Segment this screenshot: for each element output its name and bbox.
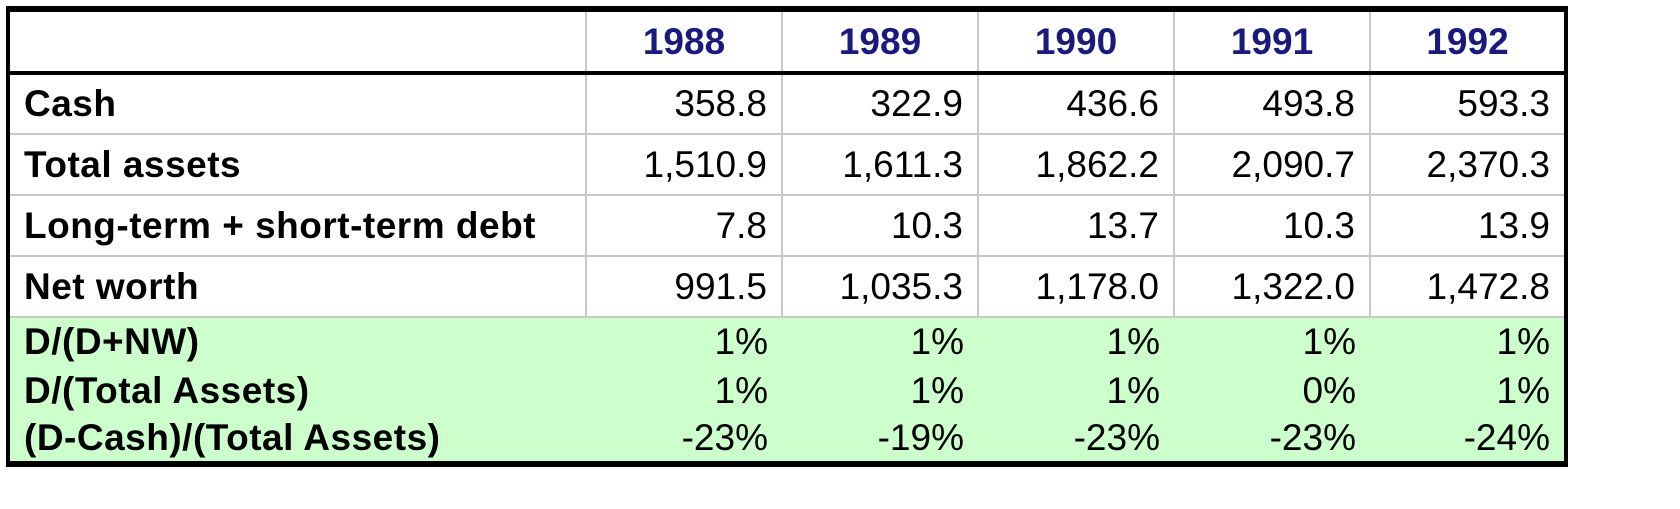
table-cell: 991.5 (585, 256, 782, 318)
table-cell: 358.8 (585, 73, 782, 135)
table-cell: 593.3 (1369, 73, 1568, 135)
row-label: Long-term + short-term debt (6, 195, 586, 257)
table-cell: 1,322.0 (1173, 256, 1370, 318)
table-cell: 1% (782, 316, 978, 366)
table-cell: 1% (1370, 366, 1568, 415)
table-cell: 1,035.3 (781, 256, 978, 318)
table-cell: 1% (1174, 316, 1370, 366)
header-row: 1988 1989 1990 1991 1992 (6, 6, 1568, 75)
table-row-total-assets: Total assets 1,510.9 1,611.3 1,862.2 2,0… (6, 134, 1568, 196)
row-label: (D-Cash)/(Total Assets) (6, 415, 586, 467)
table-cell: 1,862.2 (977, 134, 1174, 196)
table-cell: 1% (1370, 316, 1568, 366)
table-cell: 0% (1174, 366, 1370, 415)
table-cell: 2,090.7 (1173, 134, 1370, 196)
ratio-row-d-cash-total-assets: (D-Cash)/(Total Assets) -23% -19% -23% -… (6, 415, 1568, 467)
year-header: 1988 (585, 6, 782, 75)
table-cell: -23% (586, 415, 782, 467)
row-label: D/(D+NW) (6, 316, 586, 366)
table-cell: 322.9 (781, 73, 978, 135)
table-cell: -24% (1370, 415, 1568, 467)
table-cell: 1% (586, 366, 782, 415)
table-row-debt: Long-term + short-term debt 7.8 10.3 13.… (6, 195, 1568, 257)
table-cell: 1% (586, 316, 782, 366)
table-cell: 7.8 (585, 195, 782, 257)
financial-table: 1988 1989 1990 1991 1992 Cash 358.8 322.… (6, 6, 1568, 467)
year-header: 1991 (1173, 6, 1370, 75)
table-cell: 436.6 (977, 73, 1174, 135)
year-header: 1992 (1369, 6, 1568, 75)
table-row-cash: Cash 358.8 322.9 436.6 493.8 593.3 (6, 73, 1568, 135)
table-cell: 1,178.0 (977, 256, 1174, 318)
table-cell: 1,611.3 (781, 134, 978, 196)
ratio-row-d-total-assets: D/(Total Assets) 1% 1% 1% 0% 1% (6, 366, 1568, 415)
table-cell: 13.9 (1369, 195, 1568, 257)
table-cell: 10.3 (781, 195, 978, 257)
table-cell: 13.7 (977, 195, 1174, 257)
year-header: 1989 (781, 6, 978, 75)
year-header: 1990 (977, 6, 1174, 75)
table-cell: 1,472.8 (1369, 256, 1568, 318)
header-corner-cell (6, 6, 586, 75)
table-cell: 1% (978, 366, 1174, 415)
table-cell: 1% (978, 316, 1174, 366)
row-label: Total assets (6, 134, 586, 196)
table-cell: 1% (782, 366, 978, 415)
table-cell: 2,370.3 (1369, 134, 1568, 196)
row-label: D/(Total Assets) (6, 366, 586, 415)
table-cell: 493.8 (1173, 73, 1370, 135)
table-cell: -23% (978, 415, 1174, 467)
table-cell: -19% (782, 415, 978, 467)
ratio-row-d-d-nw: D/(D+NW) 1% 1% 1% 1% 1% (6, 316, 1568, 366)
table-cell: 1,510.9 (585, 134, 782, 196)
table-cell: 10.3 (1173, 195, 1370, 257)
row-label: Net worth (6, 256, 586, 318)
table-cell: -23% (1174, 415, 1370, 467)
table-row-net-worth: Net worth 991.5 1,035.3 1,178.0 1,322.0 … (6, 256, 1568, 318)
row-label: Cash (6, 73, 586, 135)
